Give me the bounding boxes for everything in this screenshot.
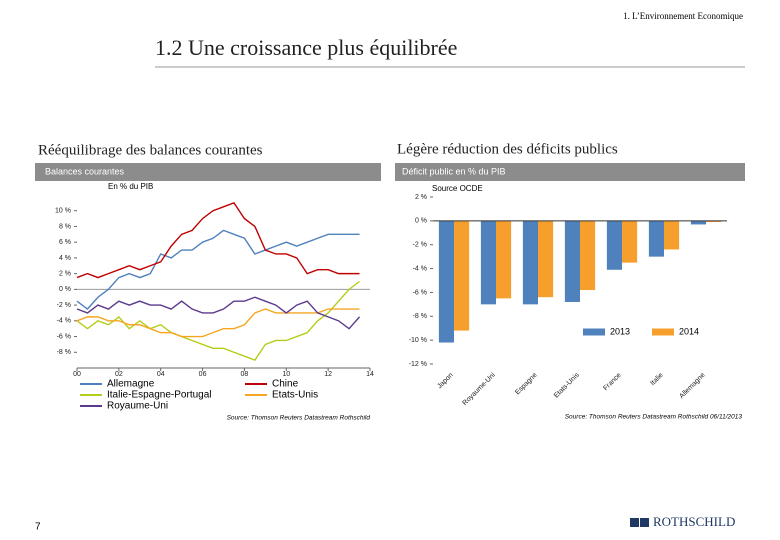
source-note: Source: Thomson Reuters Datastream Roths… bbox=[227, 415, 371, 422]
y-tick-label: -4 % bbox=[57, 318, 71, 325]
logo-text: ROTHSCHILD bbox=[653, 514, 735, 529]
bar bbox=[522, 220, 538, 305]
y-tick-label: 4 % bbox=[59, 255, 71, 262]
panel-heading: Légère réduction des déficits publics bbox=[397, 141, 618, 157]
x-tick-label: Italie bbox=[649, 372, 664, 387]
legend-label: Italie-Espagne-Portugal bbox=[107, 390, 212, 401]
x-tick-label: 00 bbox=[73, 371, 81, 378]
series-line bbox=[76, 296, 361, 330]
page-number: 7 bbox=[35, 522, 41, 533]
bar bbox=[480, 220, 496, 305]
bar bbox=[438, 220, 454, 343]
legend-swatch bbox=[583, 328, 605, 336]
y-tick-label: 10 % bbox=[55, 208, 71, 215]
x-tick-label: Allemagne bbox=[678, 372, 706, 400]
x-tick-label: 14 bbox=[366, 371, 374, 378]
y-tick-label: -6 % bbox=[413, 289, 427, 296]
slide-title: 1.2 Une croissance plus équilibrée bbox=[155, 35, 457, 60]
legend-label: Allemagne bbox=[107, 379, 155, 390]
source-note: Source: Thomson Reuters Datastream Roths… bbox=[565, 414, 743, 421]
bar bbox=[706, 220, 722, 223]
legend-label: Etats-Unis bbox=[272, 390, 318, 401]
x-tick-label: Espagne bbox=[514, 372, 539, 397]
bar bbox=[538, 220, 554, 298]
series-line bbox=[76, 229, 360, 310]
y-axis-label: En % du PIB bbox=[108, 182, 153, 191]
logo-mark bbox=[630, 518, 649, 529]
bar bbox=[564, 220, 580, 302]
y-tick-label: -6 % bbox=[57, 333, 71, 340]
y-tick-label: 2 % bbox=[59, 270, 71, 277]
y-tick-label: 2 % bbox=[415, 194, 427, 201]
x-tick-label: France bbox=[602, 372, 622, 392]
y-tick-label: 0 % bbox=[59, 286, 71, 293]
band-label: Déficit public en % du PIB bbox=[402, 166, 506, 176]
y-tick-label: -8 % bbox=[57, 349, 71, 356]
legend-label: 2013 bbox=[610, 326, 630, 336]
y-tick-label: 8 % bbox=[59, 223, 71, 230]
chart-note: Source OCDE bbox=[432, 184, 483, 193]
y-tick-label: -10 % bbox=[409, 337, 427, 344]
x-tick-label: 08 bbox=[241, 371, 249, 378]
bar bbox=[454, 220, 470, 331]
x-tick-label: 10 bbox=[282, 371, 290, 378]
x-tick-label: Royaume-Uni bbox=[462, 371, 498, 407]
y-tick-label: -2 % bbox=[413, 242, 427, 249]
x-tick-label: Japon bbox=[436, 372, 455, 391]
y-tick-label: -8 % bbox=[413, 313, 427, 320]
bar bbox=[648, 220, 664, 257]
x-tick-label: 04 bbox=[157, 371, 165, 378]
band-label: Balances courantes bbox=[45, 166, 125, 176]
y-tick-label: 6 % bbox=[59, 239, 71, 246]
y-tick-label: -12 % bbox=[409, 361, 427, 368]
bar bbox=[496, 220, 512, 299]
x-tick-label: Etats-Unis bbox=[553, 371, 581, 399]
panel-heading: Rééquilibrage des balances courantes bbox=[38, 142, 263, 158]
x-tick-label: 12 bbox=[324, 371, 332, 378]
y-tick-label: -4 % bbox=[413, 265, 427, 272]
panel-band bbox=[35, 163, 381, 181]
bar bbox=[690, 220, 706, 225]
section-label: 1. L’Environnement Economique bbox=[623, 11, 743, 21]
x-tick-label: 06 bbox=[199, 371, 207, 378]
bar bbox=[622, 220, 638, 263]
legend-label: Royaume-Uni bbox=[107, 401, 168, 412]
series-line bbox=[76, 308, 360, 338]
legend-swatch bbox=[652, 328, 674, 336]
bar bbox=[606, 220, 622, 270]
legend-label: 2014 bbox=[679, 326, 699, 336]
series-line bbox=[76, 202, 360, 279]
y-tick-label: -2 % bbox=[57, 302, 71, 309]
panel-band bbox=[395, 163, 745, 181]
y-tick-label: 0 % bbox=[415, 218, 427, 225]
legend-label: Chine bbox=[272, 379, 299, 390]
x-tick-label: 02 bbox=[115, 371, 123, 378]
bar bbox=[664, 220, 680, 250]
bar bbox=[580, 220, 596, 291]
